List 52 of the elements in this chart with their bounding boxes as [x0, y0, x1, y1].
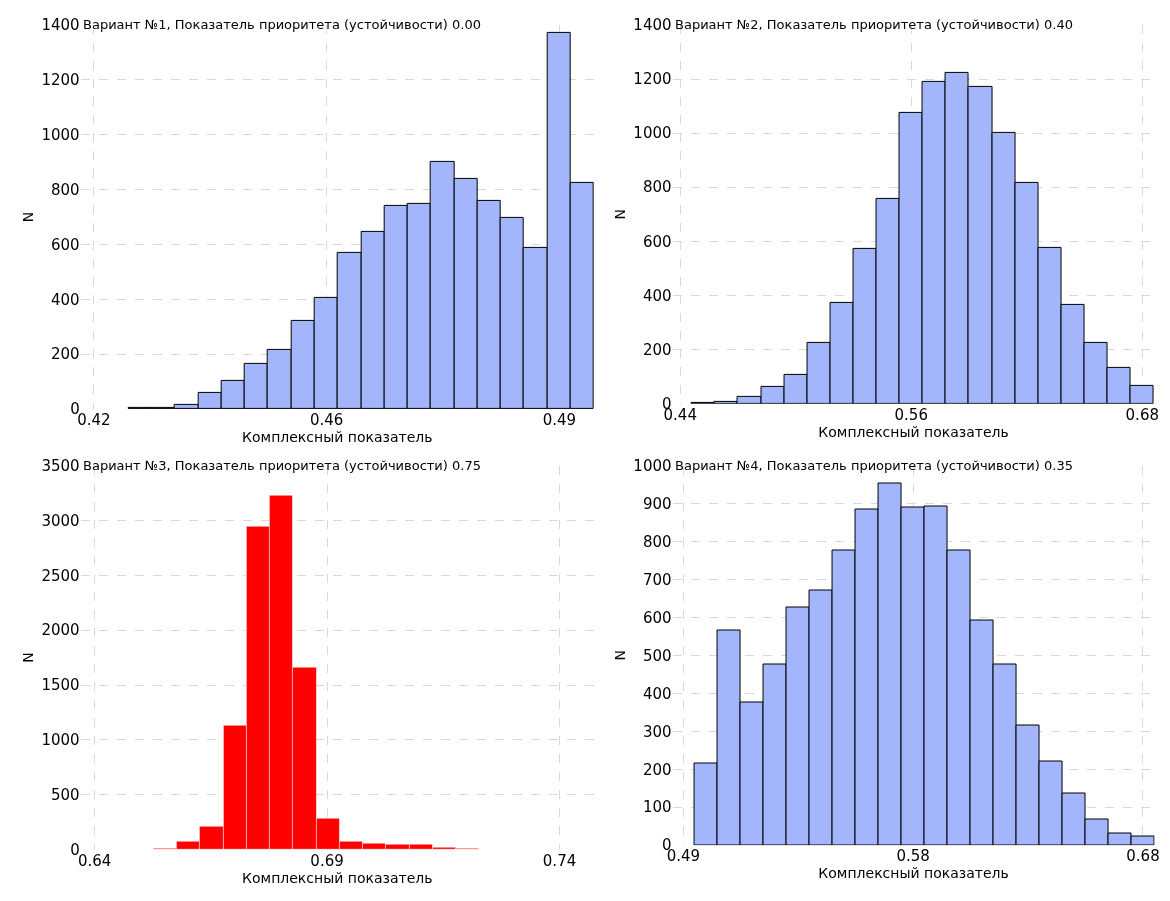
y-tick-label: 600 [642, 608, 672, 627]
y-tick-label: 400 [642, 286, 672, 305]
y-tick-label: 500 [51, 785, 80, 804]
y-tick-label: 300 [642, 722, 672, 741]
chart-title: Вариант №1, Показатель приоритета (устойчивости) 0.00 [83, 17, 481, 32]
x-axis-title: Комплексный показатель [818, 865, 1009, 882]
y-tick-label: 1500 [41, 676, 80, 695]
x-tick-label: 0.56 [894, 405, 928, 424]
y-tick-label: 3500 [41, 456, 80, 475]
y-tick-label: 3000 [41, 511, 80, 530]
y-tick-label: 100 [642, 798, 672, 817]
y-tick-label: 1200 [633, 70, 672, 89]
y-tick-label: 1000 [41, 125, 80, 144]
y-tick-label: 1000 [41, 731, 80, 750]
y-tick-label: 0 [70, 840, 80, 859]
y-tick-label: 800 [642, 532, 672, 551]
x-axis-title: Комплексный показатель [242, 429, 433, 445]
y-axis-title: N [611, 650, 628, 661]
y-tick-label: 600 [51, 235, 80, 254]
x-tick-label: 0.69 [310, 851, 344, 870]
chart-title: Вариант №4, Показатель приоритета (устойчивости) 0.35 [675, 458, 1073, 473]
y-tick-label: 800 [642, 178, 672, 197]
x-axis-title: Комплексный показатель [818, 423, 1009, 440]
y-tick-label: 200 [642, 340, 672, 359]
y-tick-label: 1000 [633, 124, 672, 143]
y-tick-label: 400 [51, 290, 80, 309]
y-tick-label: 200 [642, 760, 672, 779]
y-tick-label: 800 [51, 180, 80, 199]
y-tick-label: 1200 [41, 71, 80, 90]
x-tick-label: 0.68 [1125, 405, 1159, 424]
chart-title: Вариант №2, Показатель приоритета (устойчивости) 0.40 [675, 17, 1073, 32]
y-axis-title: N [611, 209, 628, 220]
y-tick-label: 700 [642, 570, 672, 589]
y-tick-label: 2000 [41, 621, 80, 640]
y-axis-title: N [20, 652, 37, 663]
x-tick-label: 0.74 [542, 851, 577, 870]
y-axis-title: N [20, 211, 37, 223]
chart-title: Вариант №3, Показатель приоритета (устойчивости) 0.75 [83, 458, 481, 473]
y-tick-label: 1400 [633, 16, 672, 35]
y-tick-label: 2500 [41, 566, 80, 585]
y-tick-label: 1000 [633, 456, 672, 475]
x-tick-label: 0.58 [896, 847, 930, 866]
y-tick-label: 600 [642, 232, 672, 251]
y-tick-label: 400 [642, 684, 672, 703]
x-tick-label: 0.46 [309, 411, 344, 429]
x-axis-title: Комплексный показатель [242, 869, 433, 886]
x-tick-label: 0.49 [542, 411, 577, 429]
y-tick-label: 500 [642, 646, 672, 665]
x-tick-label: 0.68 [1126, 847, 1160, 866]
y-tick-label: 900 [642, 494, 672, 513]
y-tick-label: 200 [51, 345, 80, 364]
y-tick-label: 1400 [41, 16, 80, 35]
